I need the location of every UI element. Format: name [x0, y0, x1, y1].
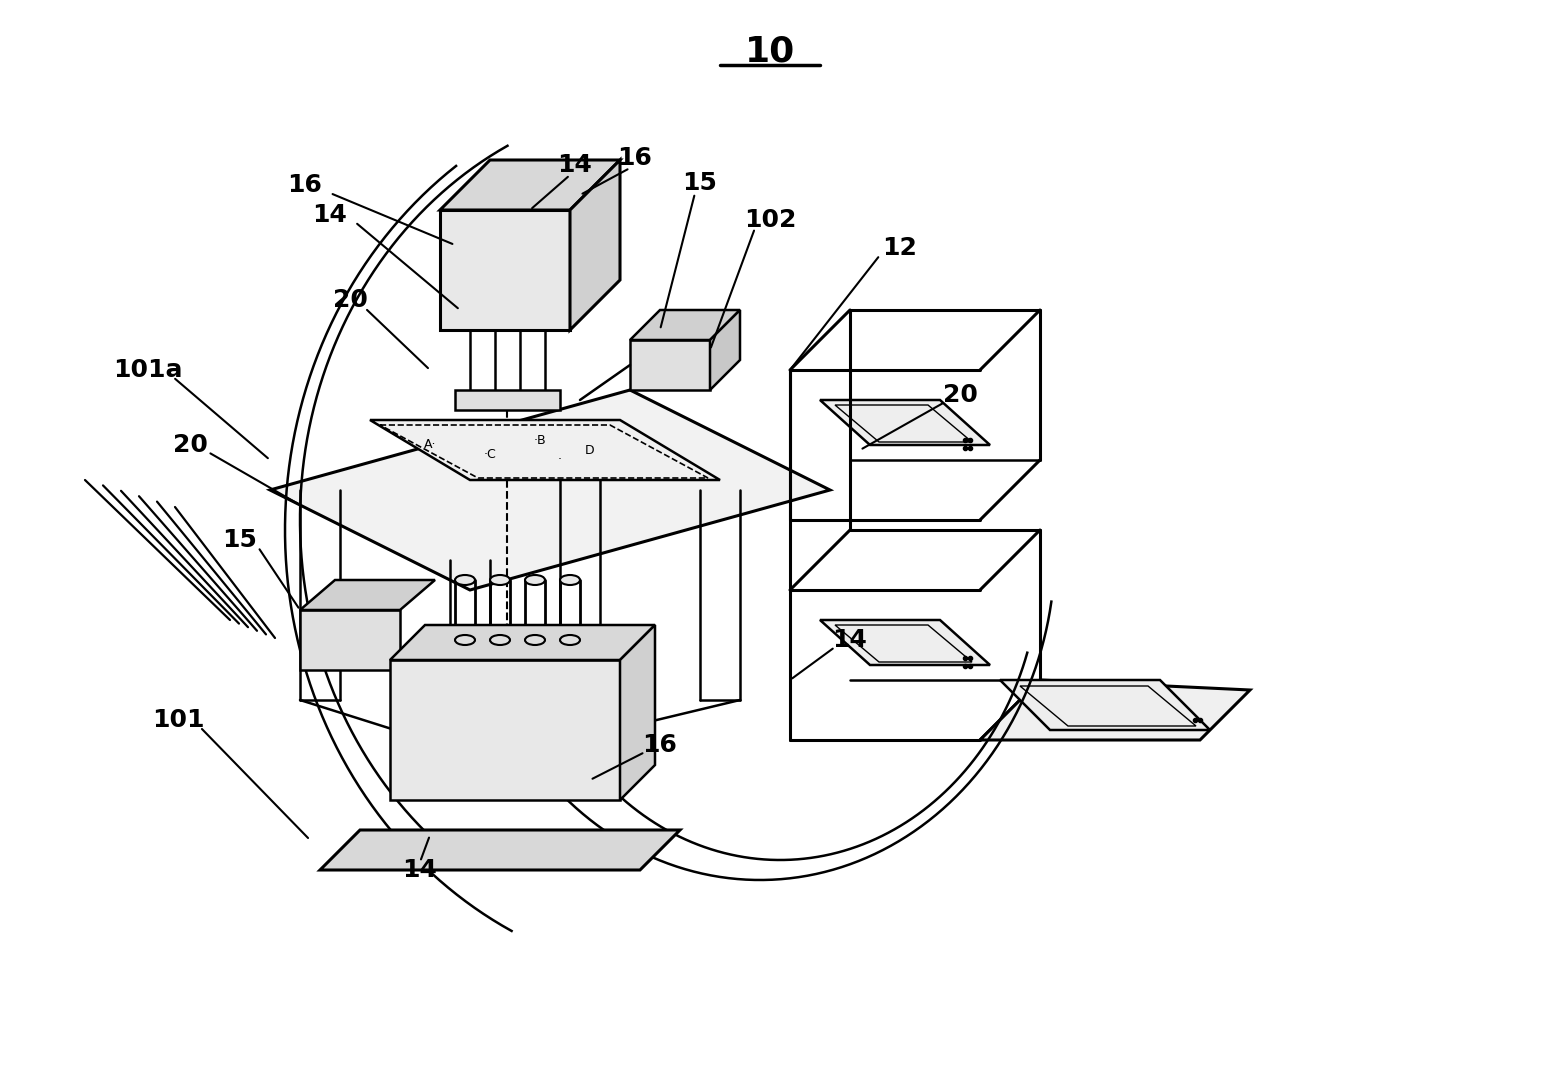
Polygon shape: [820, 400, 989, 445]
Polygon shape: [390, 660, 619, 800]
Text: 14: 14: [313, 203, 347, 227]
Ellipse shape: [525, 635, 546, 645]
Text: ·C: ·C: [484, 449, 496, 462]
Ellipse shape: [455, 635, 475, 645]
Text: 15: 15: [222, 528, 257, 552]
Polygon shape: [630, 310, 740, 341]
Text: A·: A·: [424, 439, 436, 452]
Polygon shape: [820, 620, 989, 665]
Text: 101a: 101a: [112, 358, 183, 382]
Polygon shape: [1000, 680, 1210, 730]
Polygon shape: [370, 421, 720, 480]
Text: 10: 10: [744, 35, 795, 69]
Ellipse shape: [490, 575, 510, 585]
Text: ·: ·: [558, 454, 562, 467]
Text: 20: 20: [943, 383, 977, 408]
Text: D: D: [586, 443, 595, 456]
Text: 14: 14: [402, 858, 438, 882]
Text: 20: 20: [173, 433, 208, 457]
Polygon shape: [441, 210, 570, 330]
Polygon shape: [270, 390, 831, 590]
Text: 16: 16: [643, 733, 678, 757]
Polygon shape: [619, 625, 655, 800]
Ellipse shape: [490, 635, 510, 645]
Text: 16: 16: [618, 146, 652, 170]
Ellipse shape: [559, 635, 579, 645]
Ellipse shape: [525, 575, 546, 585]
Text: 15: 15: [683, 171, 718, 195]
Text: 16: 16: [288, 173, 322, 197]
Text: 102: 102: [744, 208, 797, 232]
Polygon shape: [980, 680, 1250, 740]
Polygon shape: [300, 580, 435, 610]
Polygon shape: [321, 830, 680, 870]
Polygon shape: [710, 310, 740, 390]
Text: 101: 101: [151, 708, 205, 732]
Polygon shape: [390, 625, 655, 660]
Polygon shape: [455, 390, 559, 410]
Polygon shape: [630, 341, 710, 390]
Text: 14: 14: [832, 628, 868, 652]
Polygon shape: [300, 610, 401, 670]
Text: 20: 20: [333, 288, 367, 312]
Polygon shape: [441, 160, 619, 210]
Text: 14: 14: [558, 154, 592, 177]
Text: 12: 12: [883, 236, 917, 261]
Polygon shape: [570, 160, 619, 330]
Ellipse shape: [455, 575, 475, 585]
Text: ·B: ·B: [533, 433, 547, 446]
Ellipse shape: [559, 575, 579, 585]
